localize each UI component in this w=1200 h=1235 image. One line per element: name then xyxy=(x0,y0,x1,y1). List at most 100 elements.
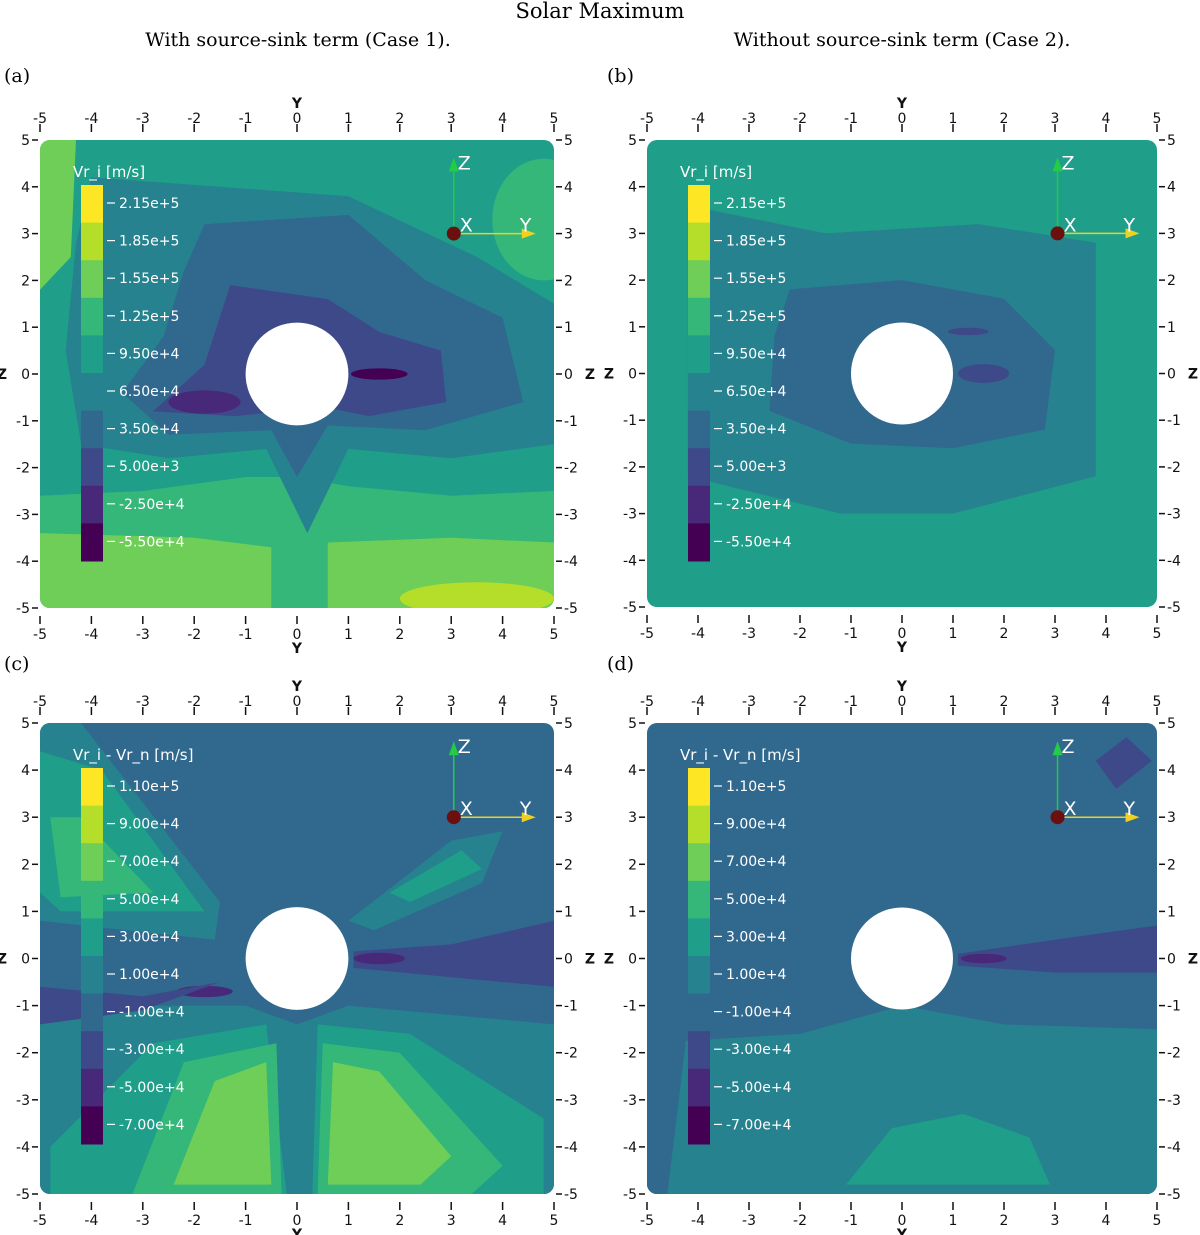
x-tick-label-bottom: -5 xyxy=(640,1213,654,1229)
triad-x-label: X xyxy=(460,798,473,820)
contour-minimum-north xyxy=(947,327,989,336)
y-tick-label-right: 5 xyxy=(564,133,573,149)
colorbar-label: 3.00e+4 xyxy=(726,929,787,945)
colorbar-label: -7.00e+4 xyxy=(119,1117,185,1133)
x-tick-label-top: 1 xyxy=(344,694,353,710)
y-tick-label-left: 1 xyxy=(21,320,30,336)
y-tick-label-left: -3 xyxy=(16,1093,30,1109)
triad-y-arrowhead xyxy=(1125,228,1140,239)
x-tick-label-top: 1 xyxy=(949,694,958,710)
y-tick-label-left: 3 xyxy=(628,226,637,242)
colorbar-swatch xyxy=(688,373,710,412)
y-axis-title-left: Z xyxy=(0,952,7,968)
x-tick-label-top: 5 xyxy=(1153,111,1162,127)
x-tick-label-top: -2 xyxy=(187,111,201,127)
axis-triad: Z X Y xyxy=(446,153,536,241)
y-axis-title-left: Z xyxy=(0,367,7,383)
x-tick-label-bottom: -1 xyxy=(844,626,858,642)
contour-band-east-low xyxy=(353,920,554,987)
panel-label: (d) xyxy=(607,653,634,675)
x-tick-label-bottom: 1 xyxy=(949,1213,958,1229)
x-tick-label-bottom: 4 xyxy=(1102,626,1111,642)
x-axis-title-bottom: Y xyxy=(291,1227,303,1235)
colorbar-label: 1.55e+5 xyxy=(726,271,786,287)
y-tick-label-right: 4 xyxy=(1167,180,1176,196)
y-tick-label-left: 3 xyxy=(21,227,30,243)
x-tick-label-bottom: -3 xyxy=(742,626,756,642)
colorbar-swatch xyxy=(688,918,710,957)
y-tick-label-right: -3 xyxy=(564,1093,578,1109)
triad-z-arrowhead xyxy=(1052,157,1063,172)
triad-z-arrowhead xyxy=(448,157,459,172)
x-tick-label-top: 1 xyxy=(949,111,958,127)
colorbar-swatch xyxy=(688,185,710,224)
x-tick-label-bottom: 5 xyxy=(550,627,559,643)
x-tick-label-bottom: 0 xyxy=(898,626,907,642)
y-tick-label-left: 3 xyxy=(21,810,30,826)
triad-z-arrowhead xyxy=(1052,741,1063,756)
contour-band-south-peak xyxy=(399,582,554,608)
x-tick-label-top: 4 xyxy=(498,694,507,710)
triad-y-arrowhead xyxy=(521,228,536,239)
x-tick-label-bottom: 3 xyxy=(447,1213,456,1229)
x-tick-label-bottom: 2 xyxy=(1000,1213,1009,1229)
colorbar: Vr_i - Vr_n [m/s] 1.10e+5 9.00e+4 7.00e+4 5.… xyxy=(73,746,193,1145)
triad-z-arrowhead xyxy=(448,741,459,756)
colorbar-swatch xyxy=(81,918,103,957)
colorbar-label: -5.00e+4 xyxy=(119,1080,185,1096)
y-tick-label-left: 1 xyxy=(21,904,30,920)
contour-minimum-east xyxy=(353,952,405,965)
x-tick-label-bottom: 5 xyxy=(550,1213,559,1229)
y-tick-label-left: 0 xyxy=(628,367,637,383)
colorbar: Vr_i [m/s] 2.15e+5 1.85e+5 1.55e+5 1.25e+5 9.… xyxy=(73,163,185,562)
x-tick-label-bottom: 5 xyxy=(1153,626,1162,642)
contour-band-northeast-patch xyxy=(1095,737,1152,789)
y-tick-label-left: -4 xyxy=(16,1140,30,1156)
colorbar-label: 7.00e+4 xyxy=(119,854,180,870)
x-tick-label-bottom: 3 xyxy=(1051,1213,1060,1229)
colorbar-swatch xyxy=(688,485,710,524)
contour-minimum-east xyxy=(350,368,408,380)
colorbar-swatch xyxy=(81,993,103,1032)
x-tick-label-top: 2 xyxy=(395,694,404,710)
contour-band-south-west-core xyxy=(173,1062,272,1185)
colorbar-label: 5.00e+3 xyxy=(726,459,786,475)
colorbar-title: Vr_i - Vr_n [m/s] xyxy=(73,746,193,765)
x-tick-label-bottom: 2 xyxy=(1000,626,1009,642)
x-tick-label-top: -2 xyxy=(793,111,807,127)
y-tick-label-right: -5 xyxy=(1167,1187,1181,1203)
x-tick-label-top: 3 xyxy=(447,694,456,710)
x-tick-label-top: 4 xyxy=(498,111,507,127)
y-axis-title-left: Z xyxy=(604,952,614,968)
x-axis-title-top: Y xyxy=(896,96,908,112)
colorbar-label: -1.00e+4 xyxy=(726,1005,792,1021)
contour-band-south-west-edge xyxy=(647,1024,688,1194)
x-axis-title-top: Y xyxy=(896,679,908,695)
x-tick-label-top: -5 xyxy=(33,694,47,710)
y-tick-label-right: -1 xyxy=(564,999,578,1015)
y-tick-label-right: -5 xyxy=(564,1187,578,1203)
y-tick-label-right: 2 xyxy=(1167,273,1176,289)
x-tick-label-top: 0 xyxy=(898,694,907,710)
y-tick-label-right: 5 xyxy=(1167,716,1176,732)
colorbar-label: 9.00e+4 xyxy=(726,817,787,833)
x-tick-label-bottom: -5 xyxy=(33,1213,47,1229)
x-tick-label-top: 4 xyxy=(1102,694,1111,710)
x-tick-label-top: -5 xyxy=(33,111,47,127)
y-tick-label-right: -4 xyxy=(564,554,578,570)
y-axis-title-left: Z xyxy=(604,367,614,383)
colorbar-label: 1.10e+5 xyxy=(726,779,786,795)
x-tick-label-top: -2 xyxy=(793,694,807,710)
colorbar-swatch xyxy=(688,523,710,562)
colorbar-label: 9.50e+4 xyxy=(726,346,787,362)
triad-x-label: X xyxy=(1064,214,1077,236)
colorbar-swatch xyxy=(688,843,710,882)
x-tick-label-top: -1 xyxy=(239,694,253,710)
x-tick-label-top: 5 xyxy=(550,111,559,127)
colorbar-label: 2.15e+5 xyxy=(119,196,179,212)
y-tick-label-left: 1 xyxy=(628,904,637,920)
x-tick-label-top: -4 xyxy=(84,111,98,127)
